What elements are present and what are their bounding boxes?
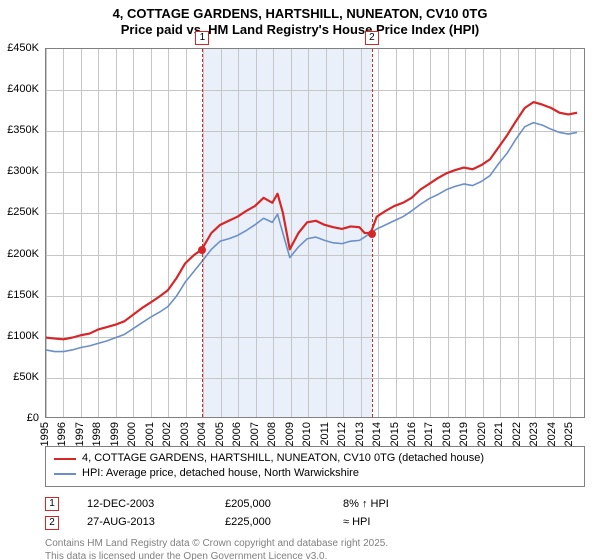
xtick-label: 2001 <box>144 422 156 446</box>
sale-index-1: 1 <box>45 497 59 511</box>
xtick-label: 2005 <box>214 422 226 446</box>
legend-and-footer: 4, COTTAGE GARDENS, HARTSHILL, NUNEATON,… <box>45 446 585 560</box>
series-price_paid <box>46 102 577 339</box>
xtick-label: 2014 <box>371 422 383 446</box>
xtick-label: 2021 <box>493 422 505 446</box>
ytick-label: £0 <box>0 412 39 424</box>
xtick-label: 2007 <box>249 422 261 446</box>
sale-hpi-2: ≈ HPI <box>343 513 463 532</box>
ytick-label: £50K <box>0 371 39 383</box>
xtick-label: 2009 <box>284 422 296 446</box>
xtick-label: 1995 <box>39 422 51 446</box>
sale-row-1: 1 12-DEC-2003 £205,000 8% ↑ HPI <box>45 495 585 514</box>
xtick-label: 2024 <box>546 422 558 446</box>
ytick-label: £400K <box>0 83 39 95</box>
ytick-label: £450K <box>0 42 39 54</box>
xtick-label: 2019 <box>458 422 470 446</box>
xtick-label: 2010 <box>301 422 313 446</box>
xtick-label: 2018 <box>441 422 453 446</box>
sale-index-2: 2 <box>45 516 59 530</box>
xtick-label: 2025 <box>563 422 575 446</box>
xtick-label: 2012 <box>336 422 348 446</box>
ytick-label: £250K <box>0 206 39 218</box>
xtick-label: 2000 <box>126 422 138 446</box>
legend-swatch-price-paid <box>54 458 76 460</box>
legend-label-hpi: HPI: Average price, detached house, Nort… <box>82 466 359 481</box>
event-marker: 1 <box>195 31 209 45</box>
xtick-label: 2003 <box>179 422 191 446</box>
sale-price-2: £225,000 <box>225 513 315 532</box>
xtick-label: 2006 <box>231 422 243 446</box>
attribution: Contains HM Land Registry data © Crown c… <box>45 538 585 560</box>
sales-table: 1 12-DEC-2003 £205,000 8% ↑ HPI 2 27-AUG… <box>45 495 585 532</box>
ytick-label: £100K <box>0 330 39 342</box>
series-hpi <box>46 123 577 352</box>
ytick-label: £350K <box>0 124 39 136</box>
sale-price-1: £205,000 <box>225 495 315 514</box>
chart: £0£50K£100K£150K£200K£250K£300K£350K£400… <box>45 48 585 438</box>
sale-row-2: 2 27-AUG-2013 £225,000 ≈ HPI <box>45 513 585 532</box>
event-line <box>202 49 203 417</box>
plot-area: 12 <box>45 48 585 418</box>
xtick-label: 1997 <box>74 422 86 446</box>
sale-dot <box>198 246 206 254</box>
sale-dot <box>368 230 376 238</box>
xtick-label: 1999 <box>109 422 121 446</box>
sale-hpi-1: 8% ↑ HPI <box>343 495 463 514</box>
xtick-label: 2002 <box>161 422 173 446</box>
series-lines <box>46 49 584 417</box>
ytick-label: £200K <box>0 248 39 260</box>
attribution-line-1: Contains HM Land Registry data © Crown c… <box>45 538 585 551</box>
xtick-label: 2016 <box>406 422 418 446</box>
xtick-label: 2020 <box>476 422 488 446</box>
ytick-label: £150K <box>0 289 39 301</box>
ytick-label: £300K <box>0 165 39 177</box>
xtick-label: 1996 <box>56 422 68 446</box>
xtick-label: 1998 <box>91 422 103 446</box>
title-line-1: 4, COTTAGE GARDENS, HARTSHILL, NUNEATON,… <box>0 6 600 22</box>
xtick-label: 2013 <box>354 422 366 446</box>
legend-row-price-paid: 4, COTTAGE GARDENS, HARTSHILL, NUNEATON,… <box>54 451 576 466</box>
xtick-label: 2011 <box>319 422 331 446</box>
xtick-label: 2022 <box>511 422 523 446</box>
xtick-label: 2023 <box>528 422 540 446</box>
attribution-line-2: This data is licensed under the Open Gov… <box>45 551 585 560</box>
legend-swatch-hpi <box>54 473 76 475</box>
xtick-label: 2015 <box>389 422 401 446</box>
sale-date-2: 27-AUG-2013 <box>87 513 197 532</box>
legend-box: 4, COTTAGE GARDENS, HARTSHILL, NUNEATON,… <box>45 446 585 487</box>
legend-row-hpi: HPI: Average price, detached house, Nort… <box>54 466 576 481</box>
xtick-label: 2017 <box>423 422 435 446</box>
sale-date-1: 12-DEC-2003 <box>87 495 197 514</box>
event-marker: 2 <box>365 31 379 45</box>
legend-label-price-paid: 4, COTTAGE GARDENS, HARTSHILL, NUNEATON,… <box>82 451 484 466</box>
chart-title-block: 4, COTTAGE GARDENS, HARTSHILL, NUNEATON,… <box>0 0 600 39</box>
xtick-label: 2004 <box>196 422 208 446</box>
xtick-label: 2008 <box>266 422 278 446</box>
title-line-2: Price paid vs. HM Land Registry's House … <box>0 22 600 38</box>
